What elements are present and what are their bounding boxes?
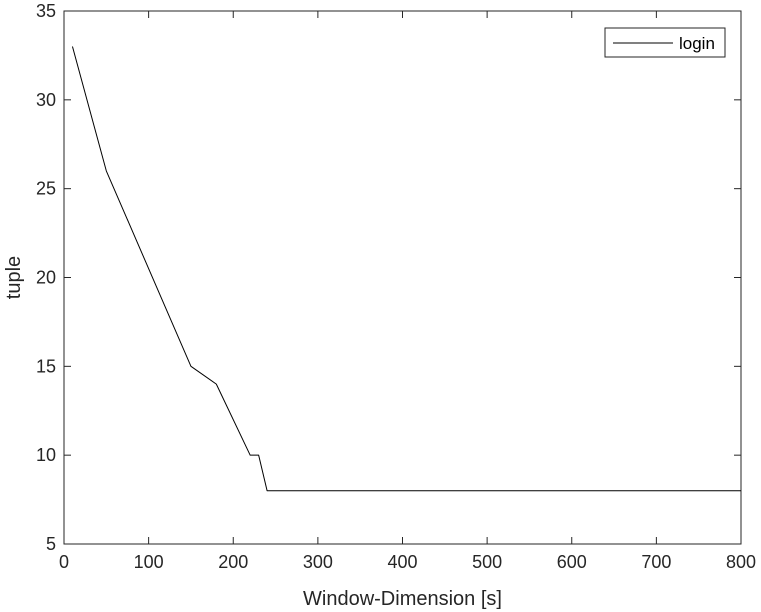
x-tick-label: 300: [303, 552, 333, 572]
x-tick-label: 100: [134, 552, 164, 572]
series-line-login: [71, 46, 741, 492]
y-tick-label: 20: [36, 268, 56, 288]
x-tick-label: 0: [59, 552, 69, 572]
axes-frame: [63, 10, 742, 545]
x-tick-label: 200: [218, 552, 248, 572]
x-axis-label: Window-Dimension [s]: [303, 588, 502, 610]
y-axis-label: tuple: [3, 256, 25, 299]
x-tick-label: 500: [472, 552, 502, 572]
y-tick-label: 10: [36, 445, 56, 465]
plot-area-box: [63, 10, 742, 545]
x-axis-ticks: 0 100 200 300 400 500 600 700 800: [59, 11, 756, 572]
y-tick-label: 5: [46, 534, 56, 554]
legend-label-login: login: [679, 34, 715, 53]
x-tick-label: 600: [557, 552, 587, 572]
y-tick-label: 15: [36, 356, 56, 376]
series-lines: [71, 46, 741, 492]
y-tick-label: 30: [36, 90, 56, 110]
y-tick-label: 25: [36, 179, 56, 199]
x-tick-label: 400: [387, 552, 417, 572]
legend: login: [604, 27, 726, 58]
x-tick-label: 800: [726, 552, 756, 572]
x-tick-label: 700: [641, 552, 671, 572]
y-tick-label: 35: [36, 1, 56, 21]
y-axis-ticks: 5 10 15 20 25 30 35: [36, 1, 741, 554]
